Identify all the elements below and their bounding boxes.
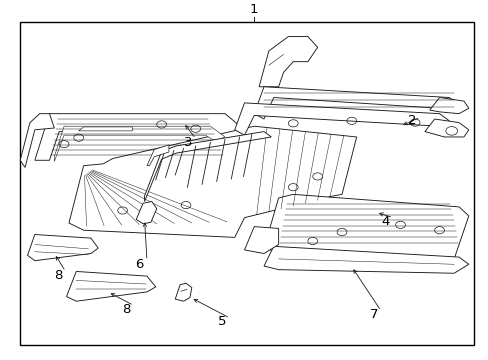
Polygon shape [54,126,224,161]
Polygon shape [144,132,271,202]
Text: 4: 4 [381,215,389,228]
Polygon shape [66,271,156,301]
Polygon shape [244,226,278,253]
Polygon shape [234,103,448,135]
Polygon shape [69,126,356,237]
Text: 3: 3 [184,136,192,149]
Polygon shape [20,114,54,167]
Text: 5: 5 [218,315,226,328]
Polygon shape [147,145,168,166]
Polygon shape [79,127,132,131]
Text: 6: 6 [135,258,143,271]
Text: 8: 8 [122,303,130,316]
Polygon shape [35,114,244,160]
Polygon shape [264,194,468,261]
Polygon shape [136,202,157,224]
Polygon shape [175,283,191,301]
Polygon shape [264,246,468,273]
Text: 8: 8 [54,269,62,282]
Text: 7: 7 [369,308,377,321]
Polygon shape [259,37,317,87]
Text: 2: 2 [407,114,416,127]
Polygon shape [429,98,468,114]
Text: 1: 1 [249,3,258,16]
Polygon shape [254,87,458,119]
Polygon shape [424,119,468,137]
Polygon shape [27,234,98,261]
Bar [20,22,473,345]
